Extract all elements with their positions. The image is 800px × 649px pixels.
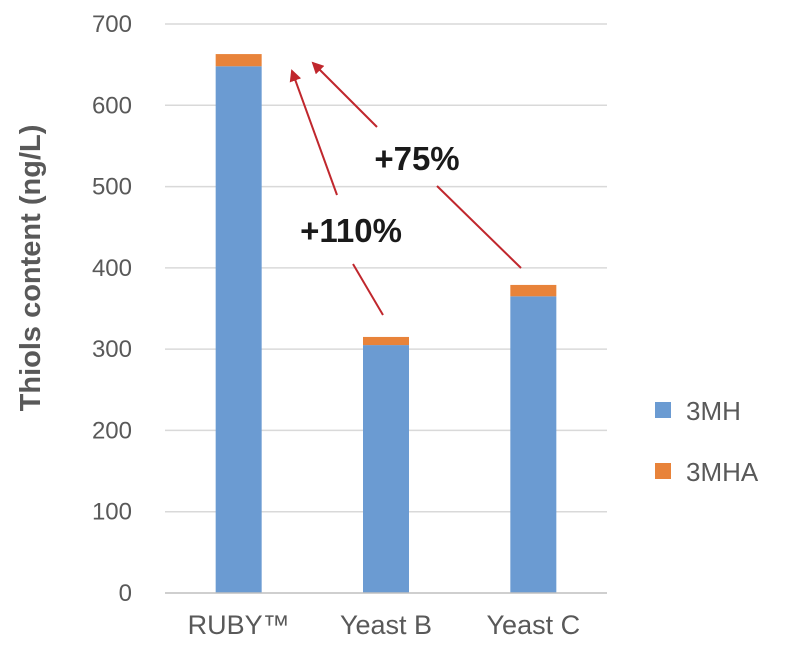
bars	[215, 54, 557, 594]
annotation-label-110: +110%	[300, 212, 402, 249]
bar-3mha-2	[510, 284, 557, 297]
legend-label-3mh: 3MH	[686, 396, 741, 426]
bar-3mha-0	[215, 54, 262, 67]
bar-3mh-2	[510, 296, 557, 593]
annotation-arrow-110	[352, 263, 384, 316]
bar-3mh-1	[363, 345, 409, 593]
annotation-arrow-110-head	[289, 69, 338, 196]
y-tick-label: 200	[92, 417, 132, 444]
legend-label-3mha: 3MHA	[686, 457, 759, 487]
annotation-label-75: +75%	[374, 140, 459, 177]
legend-swatch-3mha	[655, 463, 671, 479]
annotations: +110% +75%	[289, 61, 522, 316]
y-tick-label: 0	[119, 580, 132, 607]
bar-3mha-1	[363, 336, 409, 346]
x-tick-label: Yeast C	[487, 610, 581, 640]
x-axis-tick-labels: RUBY™ Yeast B Yeast C	[188, 610, 580, 640]
y-tick-label: 700	[92, 11, 132, 38]
x-tick-label: RUBY™	[188, 610, 290, 640]
legend-swatch-3mh	[655, 402, 671, 418]
y-tick-label: 300	[92, 336, 132, 363]
y-axis-title: Thiols content (ng/L)	[15, 125, 47, 412]
y-tick-label: 400	[92, 255, 132, 282]
x-tick-label: Yeast B	[340, 610, 432, 640]
annotation-arrow-75	[436, 185, 522, 269]
annotation-arrow-75-head	[311, 61, 378, 128]
y-tick-label: 500	[92, 174, 132, 201]
y-axis-tick-labels: 0 100 200 300 400 500 600 700	[92, 11, 132, 607]
y-tick-label: 100	[92, 499, 132, 526]
bar-3mh-0	[215, 66, 262, 594]
legend: 3MH 3MHA	[655, 396, 759, 487]
y-tick-label: 600	[92, 92, 132, 119]
